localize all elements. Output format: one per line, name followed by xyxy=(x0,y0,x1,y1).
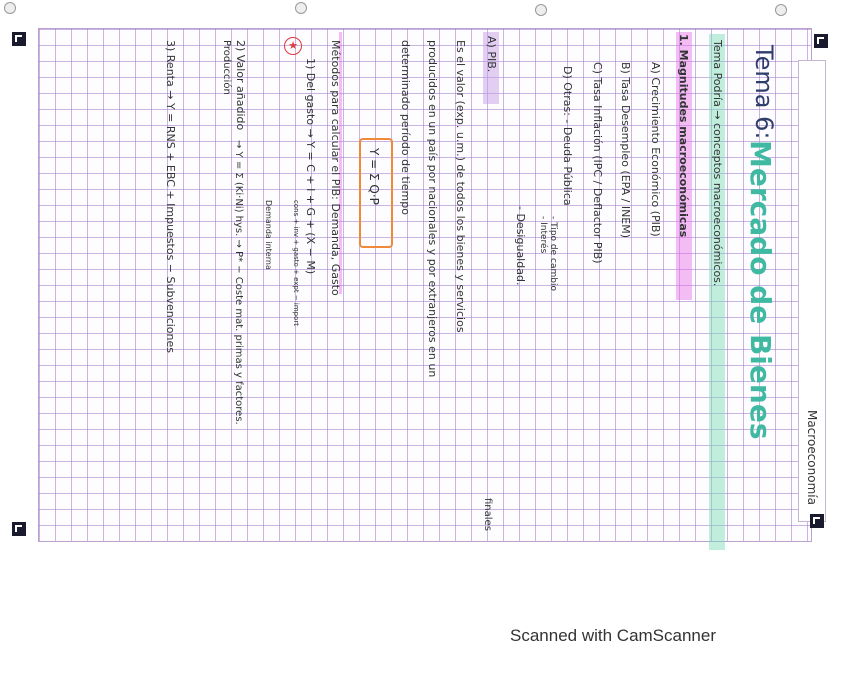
list-item: - Tipo de cambio xyxy=(548,216,558,291)
corner-marker xyxy=(12,522,26,536)
scanner-watermark: Scanned with CamScanner xyxy=(510,626,717,645)
page-title: Mercado de Bienes xyxy=(744,140,777,440)
grid-paper xyxy=(38,28,812,542)
highlight xyxy=(676,32,692,300)
text-line: → Y = Σ (Ki·Ni) hys. → P* − Coste mat. p… xyxy=(233,140,244,425)
highlight xyxy=(339,32,342,294)
subject-label: Macroeconomía xyxy=(805,410,819,505)
star-icon: ★ xyxy=(284,37,302,55)
highlight xyxy=(709,34,725,550)
formula: Y = Σ Q·P xyxy=(367,148,381,205)
corner-marker xyxy=(12,32,26,46)
list-item: A) Crecimiento Económico (PIB) xyxy=(649,62,662,237)
pib-heading: A) PIB. xyxy=(485,36,498,73)
list-item: - Interés xyxy=(538,216,548,254)
text-line: producidos en un país por nacionales y p… xyxy=(426,40,439,378)
text-line: Producción xyxy=(221,40,232,95)
text-line: finales xyxy=(482,498,493,531)
corner-marker xyxy=(810,514,824,528)
margin-box xyxy=(798,60,826,522)
punch-hole xyxy=(535,4,547,16)
punch-hole xyxy=(295,2,307,14)
text-line: 2) Valor añadido xyxy=(234,40,247,131)
subtitle: Tema Podría → conceptos macroeconómicos. xyxy=(711,40,724,287)
corner-marker xyxy=(814,34,828,48)
text-line: cons + inv + gasto + expt − import xyxy=(292,200,300,327)
highlight xyxy=(483,32,499,104)
list-item: B) Tasa Desempleo (EPA / INEM) xyxy=(619,62,632,239)
text-line: Métodos para calcular el PIB: Demanda, G… xyxy=(329,40,342,296)
text-line: determinado período de tiempo xyxy=(399,40,412,215)
punch-hole xyxy=(775,4,787,16)
tema-label: Tema 6: xyxy=(750,45,778,140)
punch-hole xyxy=(4,2,16,14)
list-item: C) Tasa Inflación (IPC / Deflactor PIB) xyxy=(591,62,604,264)
list-item: D) Otras: - Deuda Pública xyxy=(561,66,574,206)
list-item: - Desigualdad. xyxy=(514,206,527,286)
text-line: Demanda interna xyxy=(264,200,273,270)
section-heading: 1. Magnitudes macroeconómicas xyxy=(677,34,690,238)
formula-box xyxy=(359,138,393,248)
text-line: Es el valor (exp. u.m.) de todos los bie… xyxy=(454,40,467,333)
text-line: 1) Del gasto → Y = C + I + G + (X − M) xyxy=(304,58,317,275)
text-line: 3) Renta → Y = RNS + EBC + Impuestos − S… xyxy=(164,40,177,354)
